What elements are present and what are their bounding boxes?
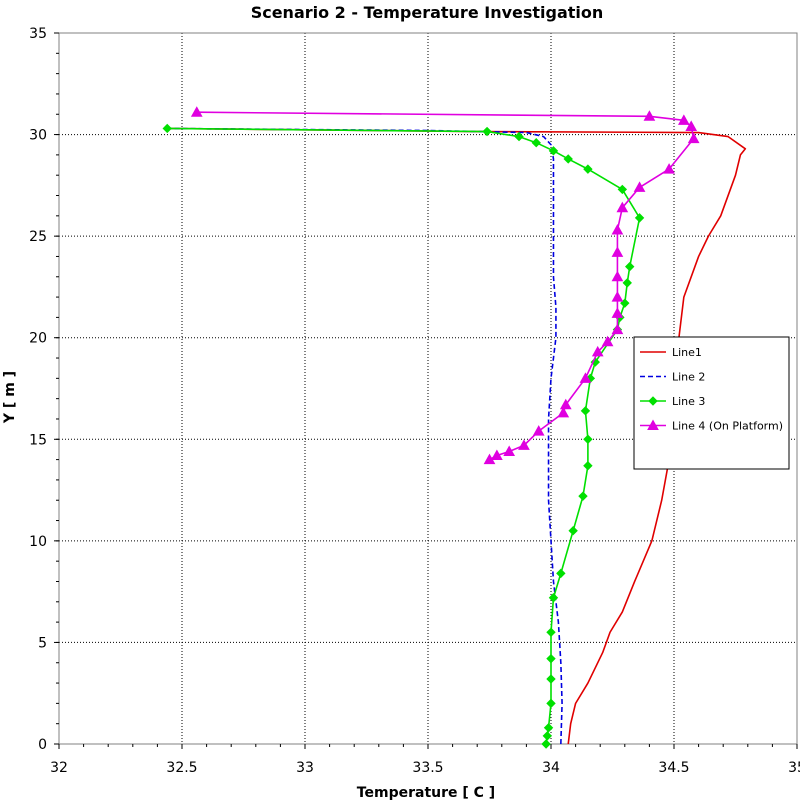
- legend-box: [633, 336, 790, 470]
- y-tick-label: 20: [29, 331, 47, 347]
- x-axis-label: Temperature [ C ]: [357, 785, 495, 800]
- data-point: [482, 126, 492, 137]
- data-point: [491, 449, 503, 461]
- data-point: [546, 653, 556, 664]
- data-point: [580, 406, 591, 416]
- legend-label: Line 2: [672, 371, 705, 384]
- legend-entry: Line1: [640, 346, 702, 359]
- data-point: [611, 270, 624, 282]
- y-tick-label: 0: [38, 737, 47, 753]
- axis-ticks: 32 32.5 33 33.5 34 34.5 35 0 5 10 15 20 25 30 35: [29, 26, 800, 776]
- data-point: [583, 164, 593, 174]
- legend-marker: [648, 396, 658, 406]
- data-point: [685, 120, 698, 131]
- x-tick-label: 34.5: [658, 760, 689, 776]
- data-point: [546, 627, 556, 637]
- series-line: [167, 127, 641, 745]
- series-4: [190, 106, 700, 465]
- data-point: [578, 491, 588, 501]
- data-point: [546, 698, 556, 709]
- data-point: [557, 406, 570, 418]
- data-point: [583, 434, 593, 444]
- data-point: [591, 345, 604, 357]
- data-point: [611, 224, 624, 235]
- data-point: [634, 213, 645, 223]
- legend-label: Line 3: [672, 395, 705, 408]
- series-line: [167, 127, 563, 745]
- legend-entry: Line 4 (On Platform): [640, 419, 783, 433]
- x-tick-label: 32.5: [166, 760, 197, 776]
- x-tick-label: 33.5: [412, 760, 443, 776]
- series-line: [196, 111, 695, 461]
- data-point: [617, 184, 628, 195]
- data-point: [543, 723, 554, 733]
- data-point: [568, 525, 578, 536]
- data-point: [518, 439, 530, 450]
- y-tick-label: 15: [29, 432, 47, 448]
- data-point: [556, 568, 566, 579]
- data-point: [563, 154, 573, 164]
- data-point: [643, 110, 656, 121]
- data-point: [548, 146, 559, 156]
- data-point: [601, 335, 614, 347]
- data-point: [548, 593, 559, 603]
- data-point: [611, 246, 624, 257]
- data-point: [541, 739, 551, 749]
- data-point: [611, 291, 624, 302]
- legend-marker: [647, 419, 659, 430]
- grid: [59, 33, 797, 744]
- data-point: [162, 123, 172, 134]
- data-point: [583, 460, 593, 471]
- y-tick-label: 10: [29, 534, 47, 550]
- legend: Line1 Line 2 Line 3 Line 4 (On Platform): [633, 336, 790, 470]
- y-tick-label: 35: [29, 26, 47, 42]
- series-2: [167, 127, 563, 745]
- legend-entry: Line 3: [640, 395, 705, 408]
- legend-entry: Line 2: [640, 371, 705, 384]
- series-3: [162, 123, 645, 749]
- data-point: [677, 114, 690, 125]
- y-tick-label: 30: [29, 128, 47, 144]
- data-point: [616, 201, 629, 213]
- x-tick-label: 34: [542, 760, 560, 776]
- data-point: [542, 731, 553, 741]
- data-point: [663, 163, 675, 174]
- data-point: [687, 132, 700, 144]
- x-tick-label: 35: [788, 760, 800, 776]
- data-point: [622, 278, 632, 288]
- y-tick-label: 25: [29, 229, 47, 245]
- data-point: [611, 323, 624, 335]
- data-point: [190, 106, 203, 117]
- data-point: [625, 261, 635, 272]
- legend-label: Line1: [672, 346, 702, 359]
- data-point: [503, 445, 516, 456]
- data-point: [532, 425, 545, 436]
- data-point: [546, 674, 556, 684]
- data-point: [579, 372, 592, 383]
- data-point: [531, 137, 541, 148]
- data-point: [611, 307, 624, 318]
- data-point: [514, 131, 524, 142]
- chart-title: Scenario 2 - Temperature Investigation: [251, 3, 604, 22]
- x-tick-label: 33: [296, 760, 314, 776]
- x-tick-label: 32: [50, 760, 68, 776]
- legend-label: Line 4 (On Platform): [672, 420, 783, 433]
- y-axis-label: Y [ m ]: [2, 371, 18, 424]
- y-tick-label: 5: [38, 635, 47, 651]
- data-point: [633, 181, 646, 192]
- data-point: [559, 398, 572, 410]
